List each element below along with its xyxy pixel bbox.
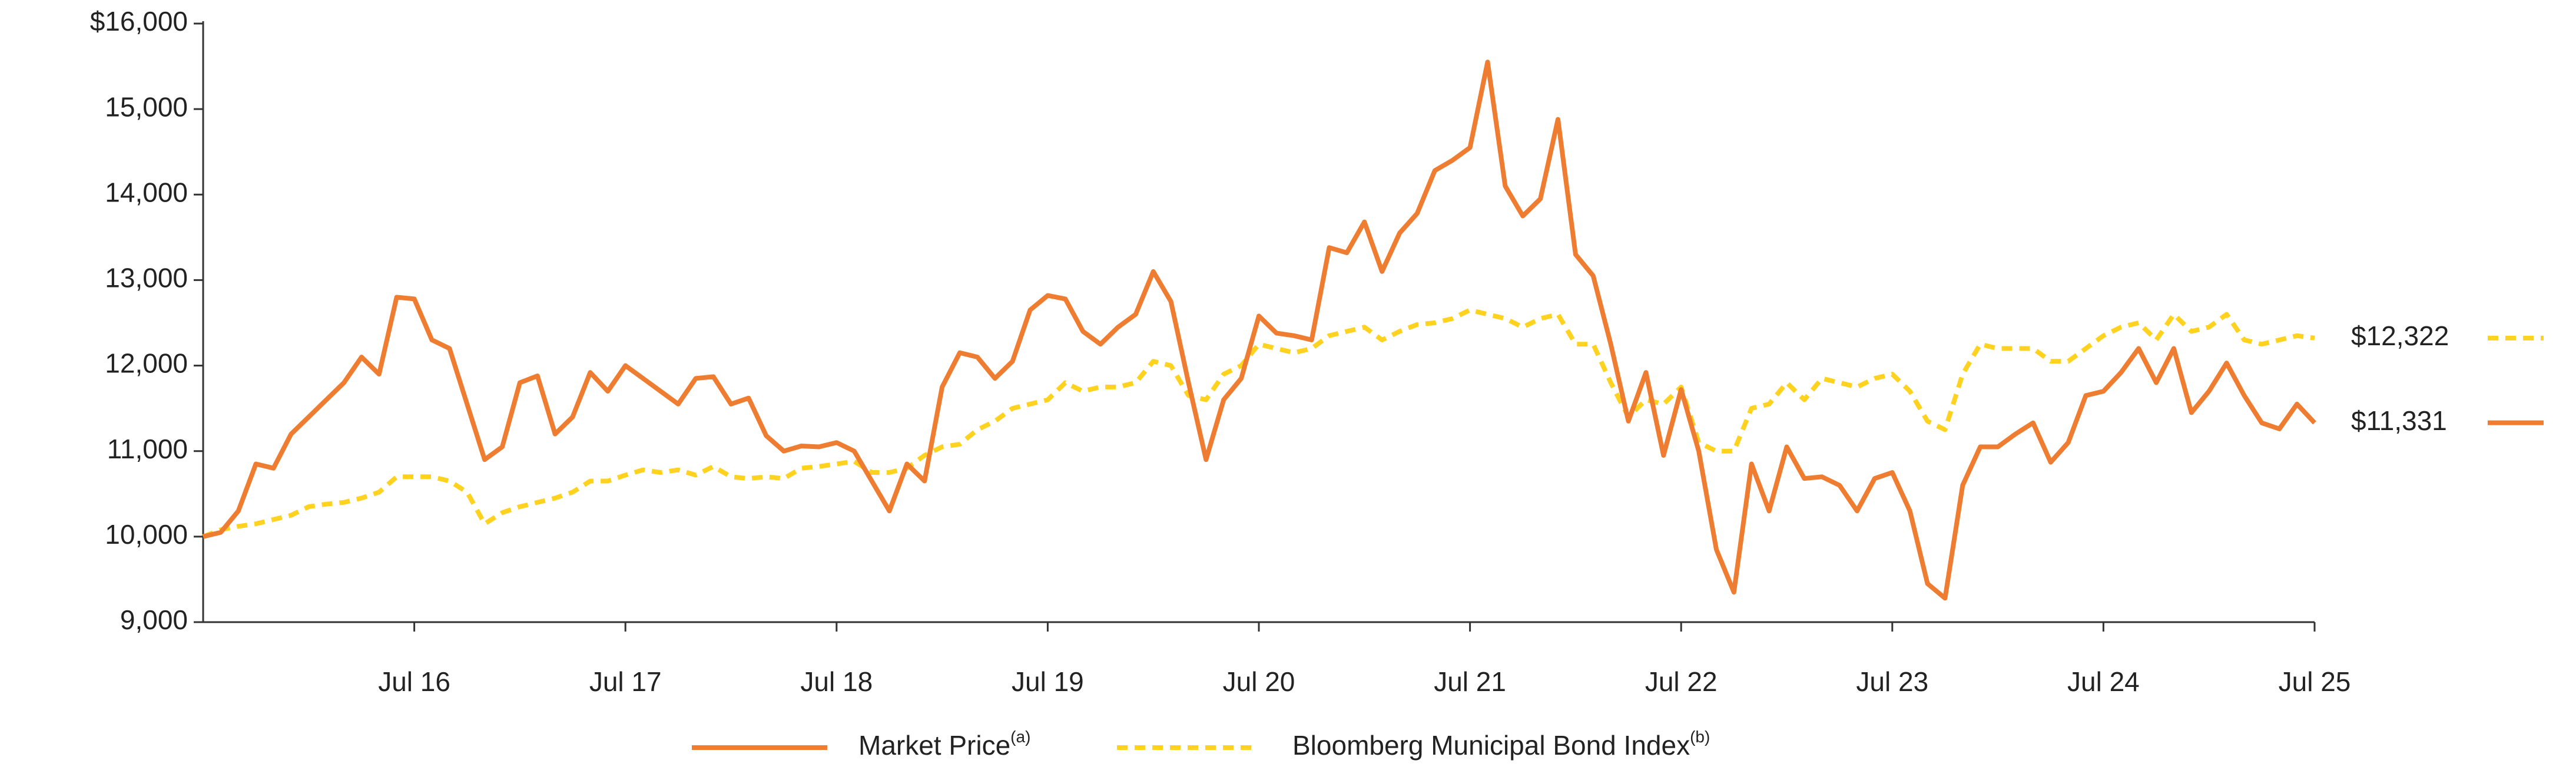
y-tick-label: 14,000 [105, 177, 188, 207]
legend-note: (b) [1690, 728, 1710, 746]
legend-note: (a) [1010, 728, 1030, 746]
legend-label: Bloomberg Municipal Bond Index(b) [1292, 728, 1710, 761]
x-tick-label: Jul 19 [1012, 666, 1084, 697]
y-tick-label: 15,000 [105, 91, 188, 122]
y-tick-label: $16,000 [90, 6, 188, 37]
x-tick-label: Jul 18 [800, 666, 873, 697]
y-tick-label: 12,000 [105, 348, 188, 379]
series-line [203, 60, 2316, 601]
series-line [202, 308, 2315, 539]
x-tick-label: Jul 23 [1856, 666, 1928, 697]
y-tick-label: 11,000 [107, 434, 188, 464]
x-tick-label: Jul 20 [1223, 666, 1295, 697]
x-tick-label: Jul 22 [1645, 666, 1718, 697]
x-tick-label: Jul 17 [589, 666, 662, 697]
y-tick-label: 9,000 [120, 604, 188, 635]
x-tick-label: Jul 25 [2279, 666, 2351, 697]
x-tick-label: Jul 24 [2067, 666, 2140, 697]
legend-name: Market Price [858, 730, 1010, 761]
y-tick-label: 10,000 [105, 519, 188, 550]
end-label: $12,322 [2351, 320, 2449, 351]
x-tick-label: Jul 21 [1434, 666, 1506, 697]
y-tick-label: 13,000 [105, 263, 188, 293]
end-label: $11,331 [2351, 405, 2447, 436]
legend-name: Bloomberg Municipal Bond Index [1292, 730, 1690, 761]
legend-label: Market Price(a) [858, 728, 1030, 761]
x-tick-label: Jul 16 [378, 666, 450, 697]
